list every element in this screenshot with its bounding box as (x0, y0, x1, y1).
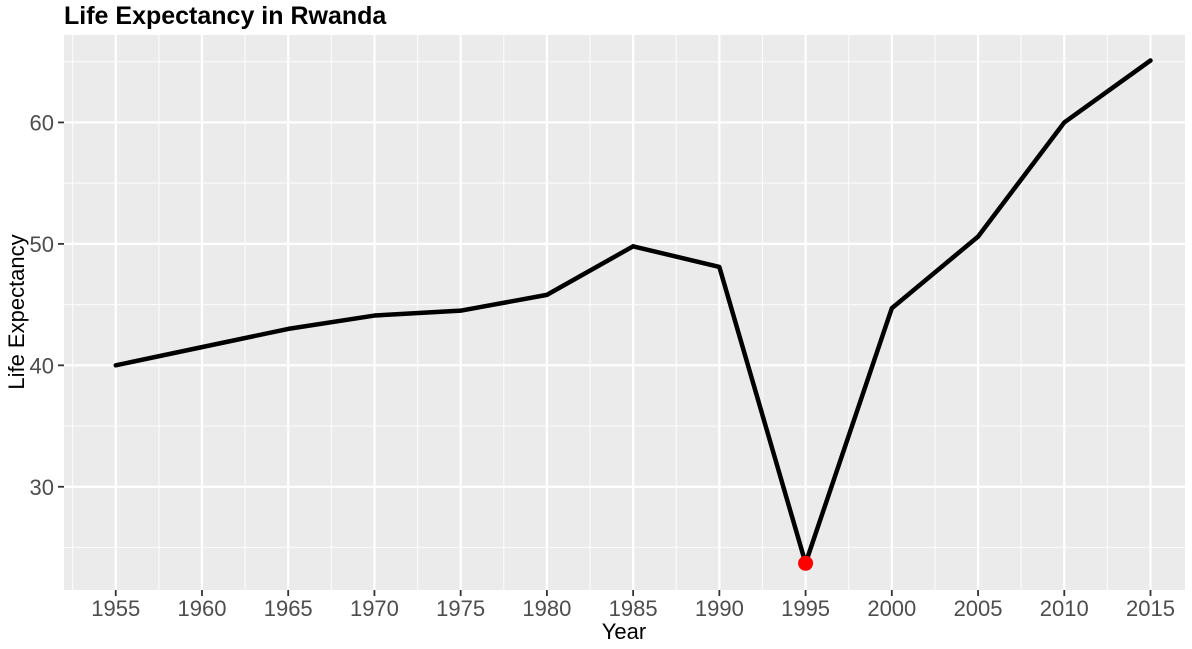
x-tick-label: 1975 (436, 596, 485, 621)
series-layer (113, 58, 1153, 571)
x-tick-label: 2015 (1126, 596, 1175, 621)
y-tick-label: 30 (30, 475, 54, 500)
x-axis-title: Year (602, 619, 646, 644)
x-tick-label: 2000 (867, 596, 916, 621)
x-tick-label: 1985 (609, 596, 658, 621)
x-axis: 1955 1960 1965 1970 1975 1980 1985 1990 1995 2000… (91, 590, 1175, 621)
x-tick-label: 2010 (1040, 596, 1089, 621)
y-tick-label: 50 (30, 232, 54, 257)
x-tick-label: 1980 (522, 596, 571, 621)
x-tick-label: 1970 (350, 596, 399, 621)
x-tick-label: 1955 (91, 596, 140, 621)
x-tick-label: 1990 (695, 596, 744, 621)
y-axis: 30 40 50 60 (30, 110, 64, 500)
y-axis-title: Life Expectancy (4, 234, 29, 389)
x-tick-label: 1995 (781, 596, 830, 621)
y-tick-label: 60 (30, 110, 54, 135)
x-tick-label: 1965 (264, 596, 313, 621)
plot-panel (64, 35, 1185, 590)
highlight-point (798, 555, 814, 571)
series-line (113, 58, 1153, 566)
chart-title: Life Expectancy in Rwanda (64, 2, 387, 30)
y-tick-label: 40 (30, 353, 54, 378)
x-tick-label: 1960 (177, 596, 226, 621)
minor-gridlines (64, 35, 1185, 590)
x-tick-label: 2005 (954, 596, 1003, 621)
